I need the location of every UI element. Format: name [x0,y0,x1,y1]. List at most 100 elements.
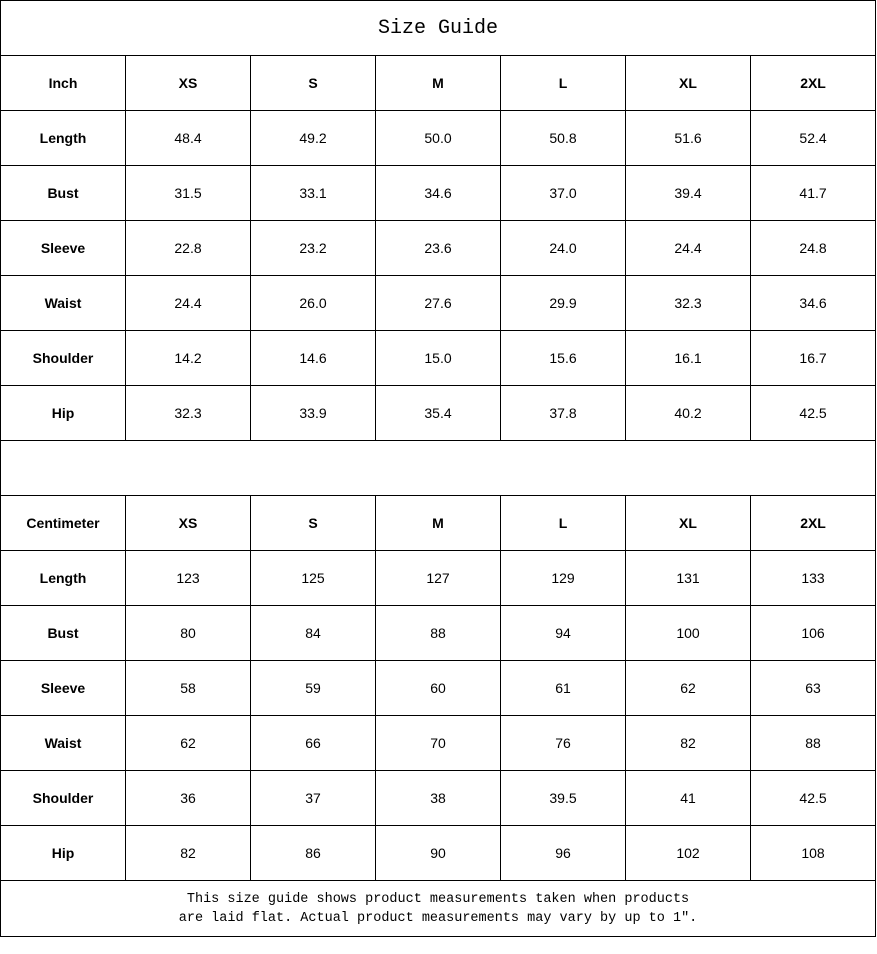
size-header-xs: XS [125,495,251,551]
measurement-cell: 37.8 [500,385,626,441]
measurement-cell: 24.0 [500,220,626,276]
size-guide-title: Size Guide [0,0,877,56]
inch-header-row: Inch XS S M L XL 2XL [0,55,877,111]
row-label: Length [0,110,126,166]
inch-row-bust: Bust 31.5 33.1 34.6 37.0 39.4 41.7 [0,165,877,221]
measurement-cell: 26.0 [250,275,376,331]
inch-unit-label: Inch [0,55,126,111]
measurement-cell: 108 [749,825,877,881]
measurement-cell: 15.0 [375,330,501,386]
measurement-cell: 60 [375,660,501,716]
measurement-cell: 39.4 [625,165,751,221]
measurement-cell: 88 [749,715,877,771]
spacer-row [0,440,877,496]
cm-header-row: Centimeter XS S M L XL 2XL [0,495,877,551]
measurement-cell: 15.6 [500,330,626,386]
cm-row-hip: Hip 82 86 90 96 102 108 [0,825,877,881]
measurement-note: This size guide shows product measuremen… [0,880,877,937]
measurement-cell: 100 [625,605,751,661]
measurement-cell: 29.9 [500,275,626,331]
spacer-cell [0,440,877,496]
measurement-cell: 36 [125,770,251,826]
row-label: Bust [0,165,126,221]
cm-row-length: Length 123 125 127 129 131 133 [0,550,877,606]
measurement-cell: 33.9 [250,385,376,441]
measurement-cell: 35.4 [375,385,501,441]
measurement-cell: 49.2 [250,110,376,166]
measurement-cell: 58 [125,660,251,716]
measurement-cell: 96 [500,825,626,881]
measurement-cell: 50.8 [500,110,626,166]
row-label: Waist [0,275,126,331]
measurement-cell: 37 [250,770,376,826]
note-row: This size guide shows product measuremen… [0,880,877,937]
row-label: Shoulder [0,330,126,386]
measurement-cell: 27.6 [375,275,501,331]
measurement-cell: 32.3 [125,385,251,441]
measurement-cell: 42.5 [749,770,877,826]
measurement-cell: 125 [250,550,376,606]
measurement-cell: 131 [625,550,751,606]
measurement-cell: 82 [125,825,251,881]
measurement-cell: 123 [125,550,251,606]
size-header-xl: XL [625,55,751,111]
size-header-xl: XL [625,495,751,551]
row-label: Sleeve [0,220,126,276]
measurement-cell: 16.7 [749,330,877,386]
size-header-m: M [375,495,501,551]
row-label: Sleeve [0,660,126,716]
cm-unit-label: Centimeter [0,495,126,551]
inch-row-waist: Waist 24.4 26.0 27.6 29.9 32.3 34.6 [0,275,877,331]
measurement-cell: 86 [250,825,376,881]
measurement-cell: 129 [500,550,626,606]
size-header-l: L [500,495,626,551]
inch-row-shoulder: Shoulder 14.2 14.6 15.0 15.6 16.1 16.7 [0,330,877,386]
measurement-cell: 22.8 [125,220,251,276]
cm-row-shoulder: Shoulder 36 37 38 39.5 41 42.5 [0,770,877,826]
measurement-cell: 84 [250,605,376,661]
row-label: Hip [0,385,126,441]
measurement-cell: 52.4 [749,110,877,166]
measurement-cell: 80 [125,605,251,661]
measurement-cell: 62 [625,660,751,716]
size-header-l: L [500,55,626,111]
measurement-cell: 106 [749,605,877,661]
size-header-m: M [375,55,501,111]
measurement-cell: 63 [749,660,877,716]
measurement-cell: 102 [625,825,751,881]
measurement-cell: 82 [625,715,751,771]
row-label: Shoulder [0,770,126,826]
cm-row-waist: Waist 62 66 70 76 82 88 [0,715,877,771]
measurement-cell: 23.6 [375,220,501,276]
measurement-cell: 41.7 [749,165,877,221]
measurement-cell: 88 [375,605,501,661]
measurement-cell: 33.1 [250,165,376,221]
measurement-cell: 38 [375,770,501,826]
inch-row-sleeve: Sleeve 22.8 23.2 23.6 24.0 24.4 24.8 [0,220,877,276]
size-header-xs: XS [125,55,251,111]
measurement-cell: 42.5 [749,385,877,441]
measurement-cell: 34.6 [375,165,501,221]
row-label: Waist [0,715,126,771]
size-header-s: S [250,495,376,551]
measurement-cell: 62 [125,715,251,771]
measurement-cell: 48.4 [125,110,251,166]
measurement-cell: 51.6 [625,110,751,166]
measurement-cell: 50.0 [375,110,501,166]
measurement-cell: 127 [375,550,501,606]
measurement-cell: 24.4 [125,275,251,331]
measurement-cell: 14.2 [125,330,251,386]
size-header-s: S [250,55,376,111]
size-header-2xl: 2XL [749,495,877,551]
measurement-cell: 31.5 [125,165,251,221]
note-line2: are laid flat. Actual product measuremen… [178,910,698,926]
cm-row-bust: Bust 80 84 88 94 100 106 [0,605,877,661]
measurement-cell: 70 [375,715,501,771]
inch-row-hip: Hip 32.3 33.9 35.4 37.8 40.2 42.5 [0,385,877,441]
row-label: Hip [0,825,126,881]
measurement-cell: 14.6 [250,330,376,386]
measurement-cell: 76 [500,715,626,771]
measurement-cell: 40.2 [625,385,751,441]
note-line1: This size guide shows product measuremen… [186,891,690,907]
